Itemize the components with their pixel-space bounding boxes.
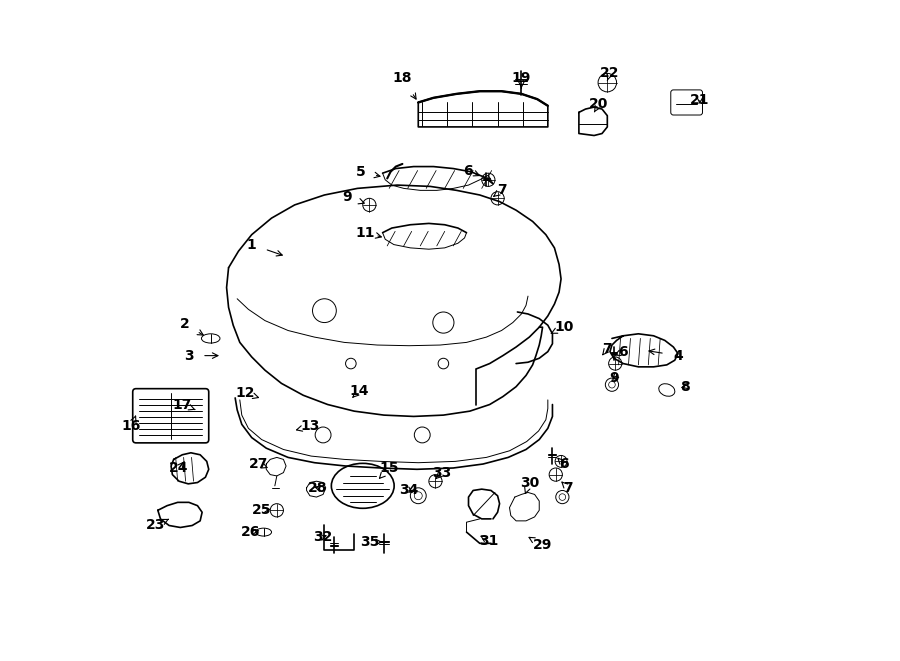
- Text: 5: 5: [356, 165, 380, 179]
- Text: 12: 12: [235, 386, 258, 401]
- Text: 24: 24: [169, 461, 189, 475]
- Text: 29: 29: [529, 537, 553, 553]
- Text: 31: 31: [479, 533, 498, 548]
- Text: 6: 6: [558, 457, 569, 471]
- Text: 25: 25: [252, 503, 272, 518]
- Text: 2: 2: [179, 317, 203, 335]
- Text: 9: 9: [343, 190, 364, 204]
- Text: 22: 22: [600, 65, 620, 81]
- Text: 27: 27: [248, 457, 268, 471]
- Text: 17: 17: [173, 397, 195, 412]
- Text: 11: 11: [356, 225, 382, 240]
- Text: 7: 7: [494, 183, 507, 198]
- Text: 32: 32: [313, 529, 333, 544]
- Text: 34: 34: [400, 483, 419, 498]
- Text: 15: 15: [380, 461, 399, 479]
- Text: 8: 8: [680, 379, 689, 394]
- Text: 7: 7: [562, 481, 572, 495]
- Text: 21: 21: [690, 93, 709, 108]
- Ellipse shape: [331, 463, 394, 508]
- Text: 19: 19: [512, 71, 531, 88]
- Text: 13: 13: [296, 419, 320, 434]
- Text: 20: 20: [589, 97, 608, 112]
- Text: 33: 33: [432, 465, 452, 480]
- Text: 6: 6: [463, 163, 480, 178]
- Text: 10: 10: [551, 320, 573, 334]
- Text: 30: 30: [519, 475, 539, 493]
- Text: 28: 28: [308, 481, 328, 495]
- Text: 14: 14: [349, 384, 368, 399]
- Text: 18: 18: [392, 71, 416, 99]
- Text: 16: 16: [122, 416, 141, 434]
- FancyBboxPatch shape: [670, 90, 703, 115]
- Text: 4: 4: [649, 348, 683, 363]
- Text: 23: 23: [146, 518, 168, 533]
- Text: 9: 9: [609, 371, 618, 385]
- Text: 1: 1: [247, 237, 283, 256]
- Text: 3: 3: [184, 348, 218, 363]
- Text: 35: 35: [360, 535, 382, 549]
- Text: 6: 6: [615, 344, 628, 359]
- Text: 26: 26: [240, 525, 260, 539]
- FancyBboxPatch shape: [132, 389, 209, 443]
- Text: 7: 7: [602, 342, 612, 356]
